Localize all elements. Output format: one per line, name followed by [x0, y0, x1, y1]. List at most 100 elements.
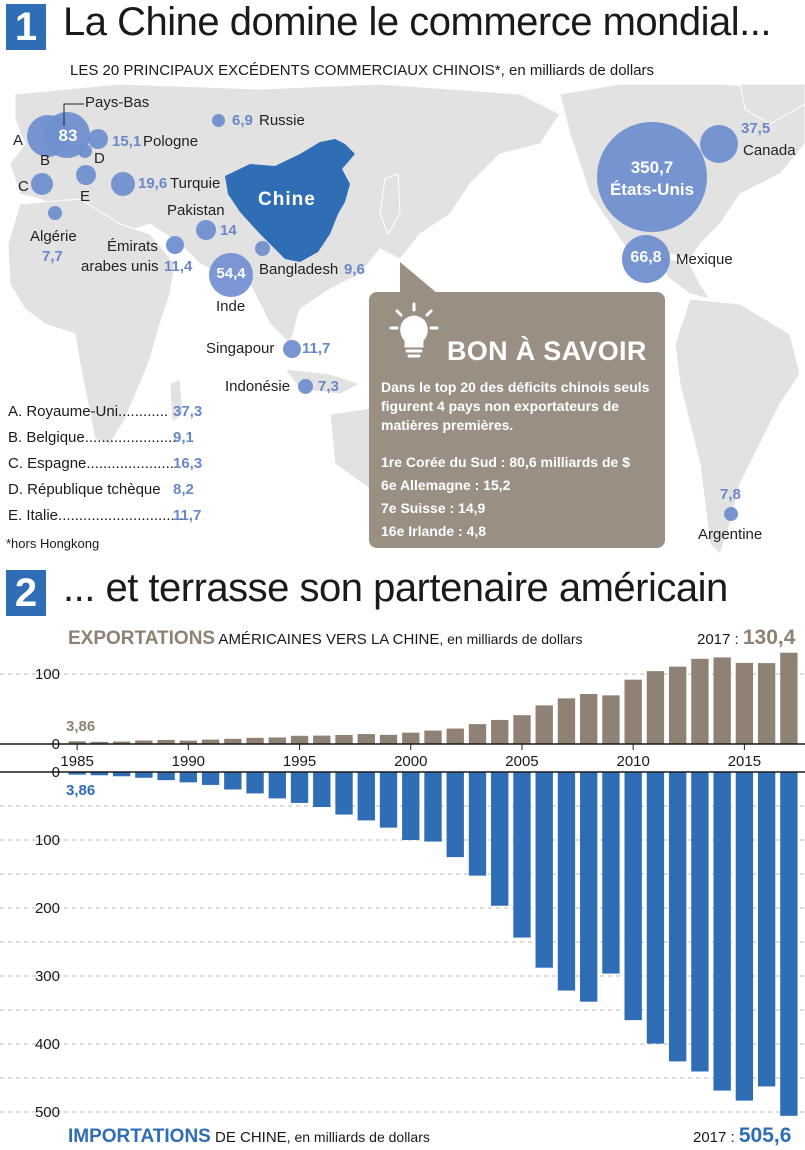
label-emirats-2: arabes unis — [81, 258, 159, 275]
imports-chart-title: IMPORTATIONS DE CHINE, en milliards de d… — [68, 1126, 430, 1148]
bubble-espagne — [31, 173, 53, 195]
import-bar — [735, 772, 754, 1101]
legend-value: 11,7 — [173, 507, 202, 524]
pays-bas-leader-line — [63, 103, 84, 126]
import-bar — [624, 772, 642, 1021]
exports-first-value: 3,86 — [66, 718, 96, 735]
china-shape — [225, 139, 355, 262]
imports-y-tick-label: 200 — [35, 900, 60, 917]
label-algerie: Algérie — [30, 228, 77, 245]
imports-2017-note: 2017 : 505,6 — [693, 1124, 791, 1148]
legend-value: 37,3 — [173, 403, 203, 420]
bubble-italie — [76, 165, 96, 185]
bubble-rep-tcheque — [78, 144, 92, 158]
section-2-title: ... et terrasse son partenaire américain — [63, 566, 728, 610]
value-emirats: 11,4 — [164, 258, 193, 275]
subtitle-rest: , en milliards de dollars — [500, 62, 655, 79]
map-japan — [379, 173, 401, 236]
bubble-singapour — [283, 340, 301, 358]
label-turquie: Turquie — [170, 175, 221, 192]
bubble-argentine — [724, 507, 738, 521]
export-bar — [713, 657, 731, 744]
import-bar — [90, 772, 109, 776]
label-canada: Canada — [743, 142, 796, 159]
import-bar — [446, 772, 464, 858]
bubble-turquie — [111, 172, 135, 196]
import-bar — [491, 772, 509, 906]
export-bar — [424, 730, 442, 744]
imports-title-strong: IMPORTATIONS — [68, 1126, 211, 1147]
bubble-etats-unis — [597, 122, 707, 232]
export-bar — [224, 738, 242, 744]
export-bar — [624, 679, 642, 744]
legend-value: 9,1 — [173, 429, 194, 446]
label-singapour: Singapour — [206, 340, 275, 357]
imports-year-label: 2017 : — [693, 1129, 739, 1146]
bubble-indonesie — [298, 379, 313, 394]
value-russie: 6,9 — [232, 112, 253, 129]
import-bar — [424, 772, 442, 842]
import-bar — [68, 772, 86, 775]
export-bar — [557, 698, 576, 744]
import-bar — [335, 772, 353, 815]
section-1-title: La Chine domine le commerce mondial... — [63, 0, 772, 44]
section-number-2: 2 — [6, 570, 46, 616]
import-bar — [290, 772, 309, 803]
imports-y-tick-label: 100 — [35, 832, 60, 849]
exports-y-tick-label: 0 — [52, 736, 60, 753]
bubble-inde — [209, 253, 253, 297]
exports-y-tick-label: 100 — [35, 666, 60, 683]
label-mexique: Mexique — [676, 251, 733, 268]
map-madagascar — [169, 378, 184, 423]
import-bar — [402, 772, 420, 840]
x-tick-label: 1990 — [172, 753, 205, 770]
legend-row: E. Italie...............................… — [8, 507, 201, 524]
bubble-pologne — [88, 129, 108, 149]
export-bar — [157, 739, 175, 744]
callout-bon-a-savoir: BON À SAVOIR Dans le top 20 des déficits… — [369, 292, 665, 548]
value-bangladesh: 9,6 — [344, 261, 365, 278]
import-bar — [757, 772, 776, 1087]
import-bar — [646, 772, 665, 1044]
import-bar — [535, 772, 553, 968]
export-bar — [112, 741, 131, 744]
label-argentine: Argentine — [698, 526, 763, 543]
legend-row: B. Belgique...................... 9,1 — [8, 429, 194, 446]
x-tick-label: 2015 — [728, 753, 761, 770]
export-bar — [691, 658, 709, 744]
x-tick-label: 2005 — [505, 753, 538, 770]
letter-e: E — [80, 188, 91, 205]
export-bar — [90, 741, 109, 744]
value-canada: 37,5 — [741, 120, 771, 137]
export-bar — [668, 666, 687, 744]
export-bar — [646, 671, 665, 744]
value-argentine: 7,8 — [720, 486, 741, 503]
exports-year-value: 130,4 — [742, 626, 796, 649]
export-bar — [179, 740, 198, 744]
legend-label: C. Espagne...................... — [8, 455, 179, 472]
legend-value: 8,2 — [173, 481, 194, 498]
import-bar — [513, 772, 531, 938]
map-africa — [7, 198, 176, 445]
export-bar — [602, 695, 620, 744]
bubble-canada — [700, 125, 738, 163]
export-bar — [402, 732, 420, 744]
export-bar — [491, 719, 509, 744]
legend-label: E. Italie............................... — [8, 507, 188, 524]
label-bangladesh: Bangladesh — [259, 261, 339, 278]
letter-d: D — [94, 150, 105, 167]
letter-a: A — [13, 132, 24, 149]
callout-body: Dans le top 20 des déficits chinois seul… — [381, 379, 650, 433]
bubble-bangladesh — [255, 241, 270, 256]
value-inde: 54,4 — [216, 265, 246, 282]
export-bar — [357, 734, 375, 744]
legend-label: D. République tchèque — [8, 481, 161, 498]
export-bar — [335, 734, 353, 744]
import-bar — [179, 772, 198, 783]
trade-bar-chart: 1985 1990 1995 2000 2005 2010 2015 0 100 0 100 200 3… — [0, 652, 805, 1121]
bubble-russie — [212, 114, 225, 127]
export-bar — [379, 734, 398, 744]
label-pays-bas: Pays-Bas — [85, 94, 150, 111]
import-bar — [668, 772, 687, 1062]
exports-title-caps: AMÉRICAINES VERS LA CHINE — [215, 631, 440, 648]
